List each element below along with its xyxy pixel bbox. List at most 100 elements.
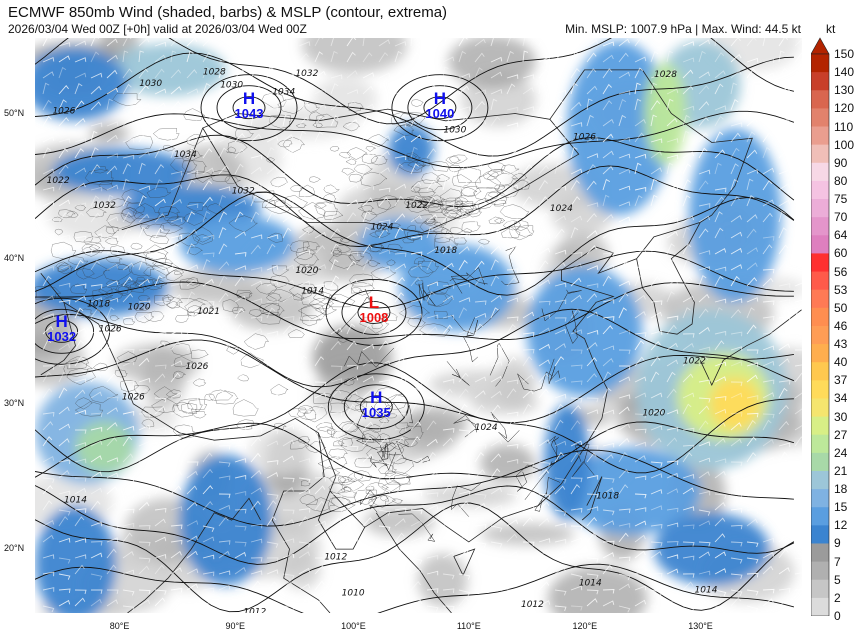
wind-barb — [586, 293, 598, 303]
wind-barb — [346, 586, 359, 592]
terrain-contour — [313, 203, 327, 209]
terrain-contour — [171, 401, 194, 418]
wind-barb — [122, 589, 135, 596]
isobar-label: 1012 — [243, 607, 266, 613]
wind-barb — [538, 119, 551, 127]
wind-barb — [90, 242, 98, 255]
wind-barb — [554, 317, 567, 322]
wind-barb — [154, 163, 165, 175]
terrain-contour — [392, 498, 403, 504]
colorbar-level-label: 30 — [834, 409, 848, 424]
wind-barb — [106, 486, 118, 495]
wind-barb — [314, 422, 326, 431]
wind-barb — [554, 589, 567, 596]
wind-barb — [698, 180, 709, 191]
wind-barb — [346, 445, 359, 451]
wind-barb — [426, 121, 439, 127]
wind-barb — [634, 376, 647, 383]
wind-barb — [618, 244, 629, 255]
wind-barb — [714, 187, 727, 193]
wind-barb — [506, 135, 518, 143]
wind-barb — [634, 153, 647, 159]
wind-barb — [202, 259, 211, 271]
wind-barb — [586, 311, 599, 319]
wind-barb — [490, 541, 503, 548]
wind-barb — [74, 167, 87, 175]
terrain-contour — [267, 289, 295, 302]
wind-barb — [522, 374, 534, 383]
wind-barb — [394, 356, 405, 367]
terrain-contour — [379, 417, 390, 423]
province-line — [418, 282, 436, 307]
terrain-contour — [389, 453, 408, 465]
wind-barb — [58, 406, 70, 415]
wind-barb — [218, 243, 228, 255]
terrain-contour — [474, 173, 502, 190]
wind-barb — [266, 53, 278, 63]
wind-barb — [42, 56, 55, 63]
wind-barb — [314, 103, 327, 111]
wind-barb — [346, 89, 359, 95]
wind-barb — [570, 101, 582, 111]
wind-barb — [106, 502, 118, 511]
border-line — [40, 272, 446, 528]
wind-barb — [490, 88, 503, 95]
wind-barb — [586, 373, 597, 383]
wind-barb — [362, 323, 372, 335]
wind-barb — [666, 138, 679, 143]
wind-barb — [170, 282, 183, 288]
map-canvas[interactable]: 1028103010321034103010261034102210321024… — [35, 38, 802, 613]
wind-barb — [666, 258, 675, 271]
wind-barb — [106, 153, 119, 159]
wind-barb — [266, 184, 279, 191]
wind-barb — [234, 231, 247, 239]
wind-barb — [138, 501, 150, 511]
wind-barb — [778, 283, 791, 288]
terrain-contour — [374, 400, 391, 410]
wind-barb — [538, 314, 551, 319]
wind-barb — [538, 388, 549, 399]
isobar-ring — [325, 278, 423, 346]
wind-barb — [634, 162, 642, 175]
wind-barb — [266, 39, 279, 47]
wind-barb — [410, 235, 423, 241]
wind-barb — [202, 307, 212, 319]
isobar-label: 1020 — [128, 303, 151, 313]
wind-barb — [410, 146, 418, 159]
wind-barb — [762, 518, 774, 527]
wind-barb — [490, 504, 503, 511]
wind-barb — [618, 523, 631, 528]
wind-barb — [506, 277, 517, 287]
wind-barb — [762, 83, 772, 95]
wind-barb — [234, 132, 245, 143]
wind-barb — [426, 226, 434, 239]
wind-barb — [138, 103, 151, 111]
wind-barb — [186, 203, 199, 209]
wind-barb — [602, 442, 615, 448]
wind-barb — [586, 68, 597, 79]
wind-patch — [417, 553, 468, 607]
wind-barb — [346, 549, 358, 559]
wind-barb — [122, 360, 135, 367]
wind-barb — [746, 307, 755, 319]
terrain-contour — [288, 283, 318, 300]
wind-barb — [58, 371, 68, 383]
wind-barb — [106, 361, 119, 367]
wind-barb — [746, 395, 759, 400]
high-pressure-center: H 1035 — [362, 389, 391, 419]
wind-barb — [410, 163, 419, 175]
wind-barb — [586, 589, 599, 595]
wind-barb — [250, 596, 261, 607]
wind-barb — [714, 408, 727, 415]
terrain-contour — [413, 257, 426, 265]
wind-barb — [58, 212, 69, 223]
wind-patch — [282, 550, 321, 590]
wind-barb — [282, 84, 293, 95]
wind-barb — [378, 564, 389, 575]
wind-barb — [410, 537, 423, 543]
colorbar-level-label: 60 — [834, 246, 848, 261]
high-pressure-center: H 1032 — [47, 313, 76, 343]
isobar — [35, 502, 795, 613]
wind-barb — [202, 103, 214, 111]
wind-barb — [298, 541, 311, 548]
